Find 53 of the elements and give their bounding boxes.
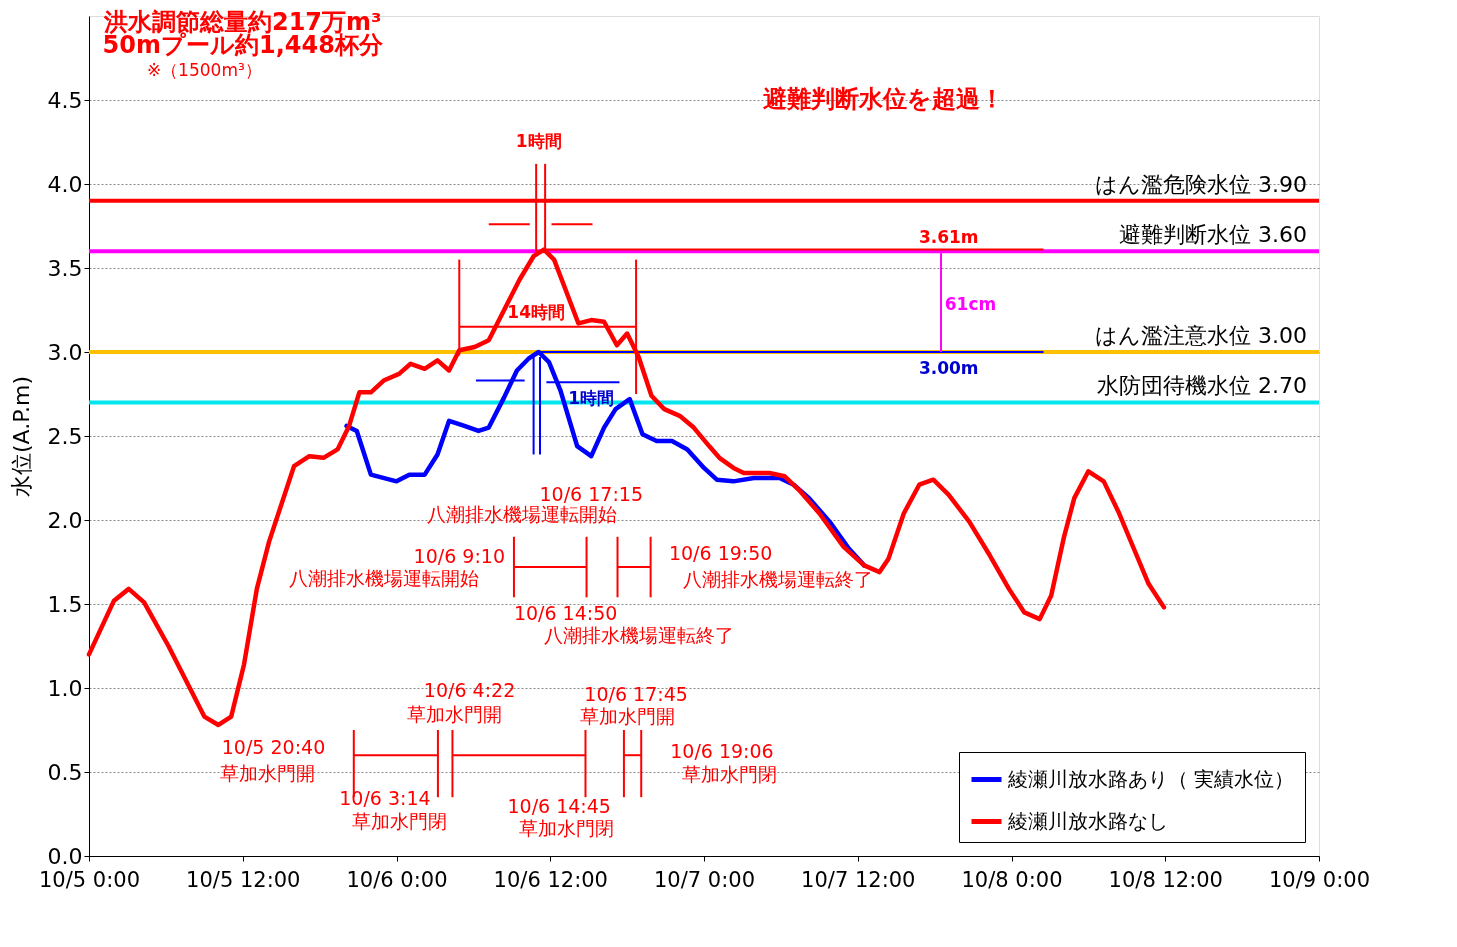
y-tick-label: 4.5 — [47, 87, 83, 113]
x-tick-label: 10/8 12:00 — [1108, 867, 1223, 892]
x-tick-label: 10/5 12:00 — [186, 867, 301, 892]
ref-line-label: はん濫注意水位 3.00 — [1095, 323, 1307, 348]
annotation: 3.61m — [918, 226, 979, 247]
y-tick-label: 0.0 — [47, 843, 83, 869]
annotation: 61cm — [944, 293, 997, 314]
annotation: 14時間 — [507, 302, 565, 323]
y-tick-label: 3.0 — [47, 339, 83, 365]
y-tick-label: 0.5 — [47, 759, 83, 785]
annotation: 八潮排水機場運転開始 — [288, 566, 479, 589]
annotation: 10/5 20:40 — [221, 736, 326, 759]
y-axis-title: 水位(A.P.m) — [8, 375, 34, 498]
annotation: 避難判断水位を超過！ — [762, 85, 1004, 113]
annotation: 草加水門閉 — [682, 763, 778, 786]
annotation: 10/6 17:45 — [584, 682, 688, 705]
annotation: 10/6 3:14 — [339, 786, 431, 809]
ref-line-label: はん濫危険水位 3.90 — [1095, 171, 1307, 197]
annotation: ※（1500m³） — [146, 60, 262, 81]
y-tick-label: 4.0 — [47, 171, 83, 197]
annotation: 3.00m — [918, 357, 979, 378]
annotation: 10/6 19:50 — [668, 541, 773, 564]
annotation: 10/6 14:45 — [507, 795, 611, 818]
annotation: 10/6 4:22 — [423, 679, 516, 702]
annotation: 10/6 9:10 — [413, 544, 505, 567]
annotation: 10/6 19:06 — [670, 739, 774, 762]
x-tick-label: 10/7 12:00 — [801, 867, 916, 892]
annotation: 草加水門開 — [579, 704, 675, 727]
y-tick-label: 3.5 — [47, 255, 83, 281]
annotation: 草加水門閉 — [519, 817, 615, 840]
x-tick-label: 10/7 0:00 — [654, 867, 755, 892]
y-tick-label: 2.5 — [47, 423, 83, 449]
annotation: 八潮排水機場運転終了 — [683, 568, 874, 591]
annotation: 草加水門開 — [406, 702, 502, 725]
annotation: 八潮排水機場運転開始 — [427, 502, 618, 525]
annotation: 草加水門閉 — [351, 810, 447, 833]
annotation: 八潮排水機場運転終了 — [543, 623, 734, 646]
y-tick-label: 1.0 — [47, 675, 83, 701]
annotation: 10/6 14:50 — [513, 602, 618, 625]
ref-line-label: 水防団待機水位 2.70 — [1097, 373, 1307, 399]
x-tick-label: 10/6 12:00 — [493, 867, 608, 892]
x-tick-label: 10/6 0:00 — [346, 867, 448, 892]
annotation: 10/6 17:15 — [539, 482, 643, 505]
annotation: 1時間 — [515, 131, 562, 151]
x-tick-label: 10/8 0:00 — [961, 867, 1063, 892]
ref-line-label: 避難判断水位 3.60 — [1119, 222, 1307, 248]
x-tick-label: 10/9 0:00 — [1269, 867, 1370, 892]
annotation: 草加水門開 — [219, 761, 315, 784]
legend-label: 綾瀬川放水路なし — [1007, 808, 1168, 833]
x-tick-label: 10/5 0:00 — [39, 867, 140, 892]
y-tick-label: 1.5 — [47, 591, 83, 617]
y-tick-label: 2.0 — [47, 507, 83, 533]
legend-label: 綾瀬川放水路あり（ 実績水位） — [1007, 766, 1295, 791]
